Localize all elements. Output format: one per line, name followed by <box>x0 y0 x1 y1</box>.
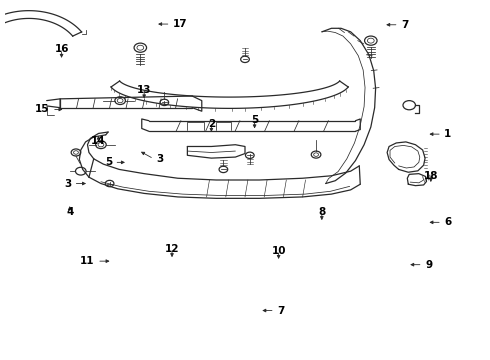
Text: 18: 18 <box>423 171 438 181</box>
Text: 13: 13 <box>137 85 151 95</box>
Text: 6: 6 <box>444 217 451 227</box>
Text: 5: 5 <box>251 115 258 125</box>
Text: 4: 4 <box>66 207 74 217</box>
Text: 9: 9 <box>425 260 432 270</box>
Text: 15: 15 <box>35 104 49 114</box>
Text: 11: 11 <box>80 256 95 266</box>
Text: 8: 8 <box>318 207 325 217</box>
Text: 10: 10 <box>271 246 286 256</box>
Text: 7: 7 <box>401 20 409 30</box>
Text: 5: 5 <box>105 157 112 167</box>
Text: 1: 1 <box>444 129 451 139</box>
Text: 3: 3 <box>156 154 163 164</box>
Text: 17: 17 <box>173 19 188 29</box>
Text: 7: 7 <box>277 306 285 315</box>
Text: 14: 14 <box>91 136 106 146</box>
Text: 16: 16 <box>54 45 69 54</box>
Text: 12: 12 <box>165 244 179 254</box>
Text: 3: 3 <box>64 179 71 189</box>
Text: 2: 2 <box>208 118 215 129</box>
